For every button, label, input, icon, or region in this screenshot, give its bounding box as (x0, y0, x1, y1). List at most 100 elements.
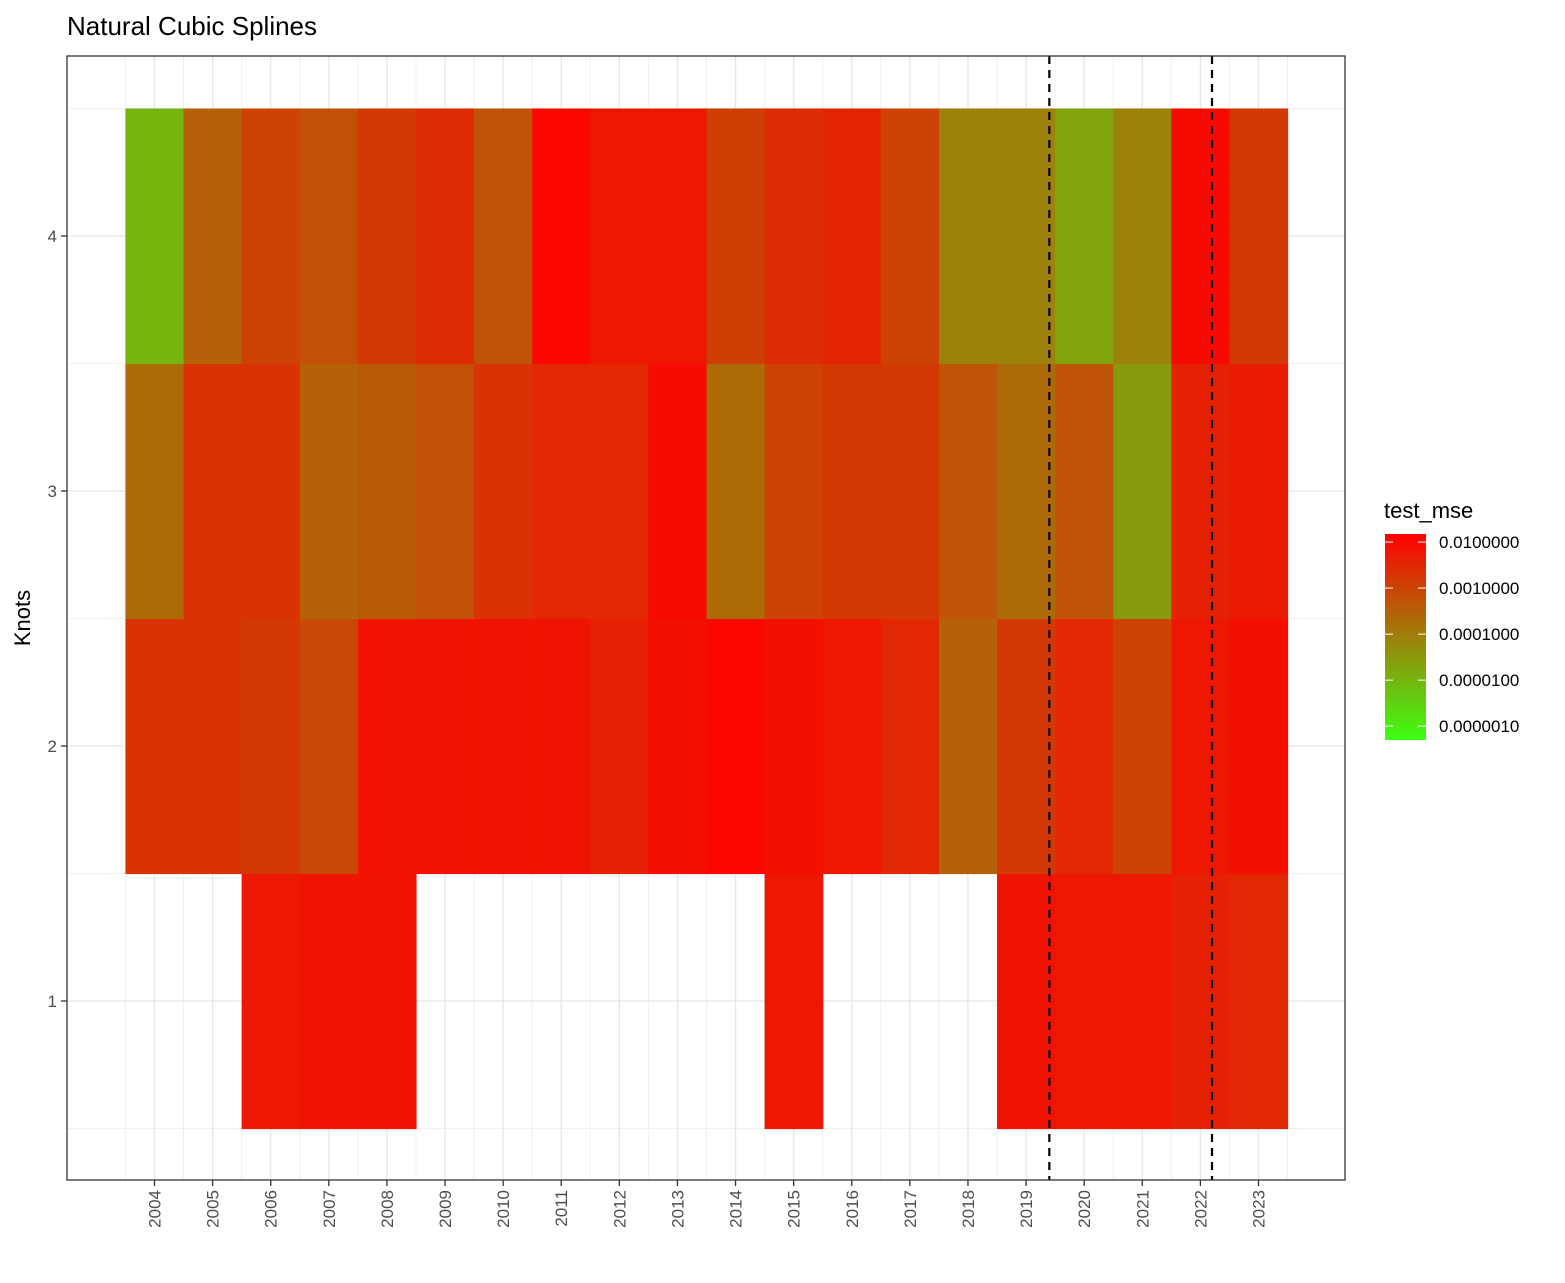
heatmap-cell (1055, 873, 1114, 1130)
heatmap-cell (1055, 108, 1114, 365)
y-tick-label: 1 (48, 992, 57, 1011)
heatmap-cell (997, 363, 1056, 620)
heatmap-cell (241, 108, 301, 365)
heatmap-cell (1229, 618, 1289, 875)
heatmap-cell (706, 363, 766, 620)
x-tick-label: 2012 (610, 1190, 629, 1228)
heatmap-cell (880, 618, 940, 875)
heatmap-cell (648, 363, 708, 620)
heatmap-cell (590, 618, 649, 875)
heatmap-cell (183, 108, 243, 365)
heatmap-cell (648, 108, 708, 365)
heatmap-cell (764, 108, 824, 365)
x-tick-label: 2017 (901, 1190, 920, 1228)
heatmap-cell (1229, 363, 1289, 620)
heatmap-cell (590, 363, 649, 620)
legend-label: 0.0100000 (1439, 533, 1519, 552)
heatmap-cell (880, 363, 940, 620)
heatmap-cell (532, 363, 591, 620)
heatmap-cell (764, 618, 824, 875)
heatmap-cell (706, 108, 766, 365)
heatmap-cell (125, 618, 185, 875)
x-tick-label: 2008 (378, 1190, 397, 1228)
heatmap-cell (299, 618, 359, 875)
heatmap-cell (997, 873, 1056, 1130)
heatmap-cell (764, 363, 824, 620)
heatmap-cell (880, 108, 940, 365)
x-tick-label: 2005 (204, 1190, 223, 1228)
heatmap-cell (822, 618, 882, 875)
legend-colorbar (1385, 534, 1426, 740)
y-tick-label: 3 (48, 482, 57, 501)
x-tick-label: 2019 (1017, 1190, 1036, 1228)
heatmap-cell (1055, 363, 1114, 620)
heatmap-cell (241, 363, 301, 620)
x-tick-label: 2010 (494, 1190, 513, 1228)
heatmap-cell (532, 618, 591, 875)
heatmap-cell (1055, 618, 1114, 875)
heatmap-cell (1113, 363, 1172, 620)
heatmap-cell (183, 363, 243, 620)
x-tick-label: 2007 (320, 1190, 339, 1228)
heatmap-cell (1171, 363, 1231, 620)
y-tick-label: 2 (48, 737, 57, 756)
heatmap-cell (590, 108, 649, 365)
x-tick-label: 2022 (1191, 1190, 1210, 1228)
heatmap-cell (125, 363, 185, 620)
heatmap-cell (997, 108, 1056, 365)
heatmap-cell (1171, 873, 1231, 1130)
heatmap-cell (415, 108, 475, 365)
x-tick-label: 2015 (785, 1190, 804, 1228)
heatmap-cell (1171, 108, 1231, 365)
heatmap-cell (241, 873, 301, 1130)
heatmap-cell (474, 618, 533, 875)
heatmap-cell (241, 618, 301, 875)
x-tick-label: 2021 (1133, 1190, 1152, 1228)
heatmap-cell (415, 363, 475, 620)
heatmap-cell (183, 618, 243, 875)
heatmap-cell (648, 618, 708, 875)
heatmap-cell (125, 108, 185, 365)
legend-title: test_mse (1384, 498, 1473, 523)
legend-label: 0.0010000 (1439, 579, 1519, 598)
legend-label: 0.0000100 (1439, 671, 1519, 690)
heatmap-cell (938, 108, 998, 365)
heatmap-cell (299, 873, 359, 1130)
legend-label: 0.0000010 (1439, 717, 1519, 736)
x-tick-label: 2013 (668, 1190, 687, 1228)
x-tick-label: 2018 (959, 1190, 978, 1228)
y-axis-label: Knots (10, 590, 35, 646)
legend-label: 0.0001000 (1439, 625, 1519, 644)
y-tick-label: 4 (48, 227, 57, 246)
heatmap-cell (938, 363, 998, 620)
x-tick-label: 2009 (436, 1190, 455, 1228)
heatmap-cell (357, 108, 417, 365)
x-tick-label: 2014 (727, 1190, 746, 1228)
heatmap-cell (474, 363, 533, 620)
heatmap-cell (1171, 618, 1231, 875)
heatmap-cell (1229, 873, 1289, 1130)
heatmap-cell (997, 618, 1056, 875)
heatmap-cell (415, 618, 475, 875)
heatmap-cell (822, 108, 882, 365)
heatmap-cell (299, 108, 359, 365)
plot-panel: 1 2 3 4 2004 2005 2006 2007 2008 2009 2010 2011 2012… (48, 55, 1346, 1228)
x-tick-label: 2020 (1075, 1190, 1094, 1228)
heatmap-cell (938, 618, 998, 875)
heatmap-cell (1113, 873, 1172, 1130)
heatmap-cell (706, 618, 766, 875)
heatmap-cell (357, 618, 417, 875)
heatmap-cell (1113, 618, 1172, 875)
heatmap-cell (299, 363, 359, 620)
x-tick-label: 2016 (843, 1190, 862, 1228)
heatmap-cell (1113, 108, 1172, 365)
heatmap-cell (764, 873, 824, 1130)
heatmap-cell (1229, 108, 1289, 365)
x-tick-label: 2023 (1250, 1190, 1269, 1228)
heatmap-cell (357, 363, 417, 620)
x-tick-label: 2004 (146, 1190, 165, 1228)
x-tick-label: 2006 (262, 1190, 281, 1228)
heatmap-cell (532, 108, 591, 365)
color-legend: test_mse 0.0100000 0.0010000 0.0001000 0.000… (1384, 498, 1519, 740)
panel-border (66, 55, 1346, 1181)
